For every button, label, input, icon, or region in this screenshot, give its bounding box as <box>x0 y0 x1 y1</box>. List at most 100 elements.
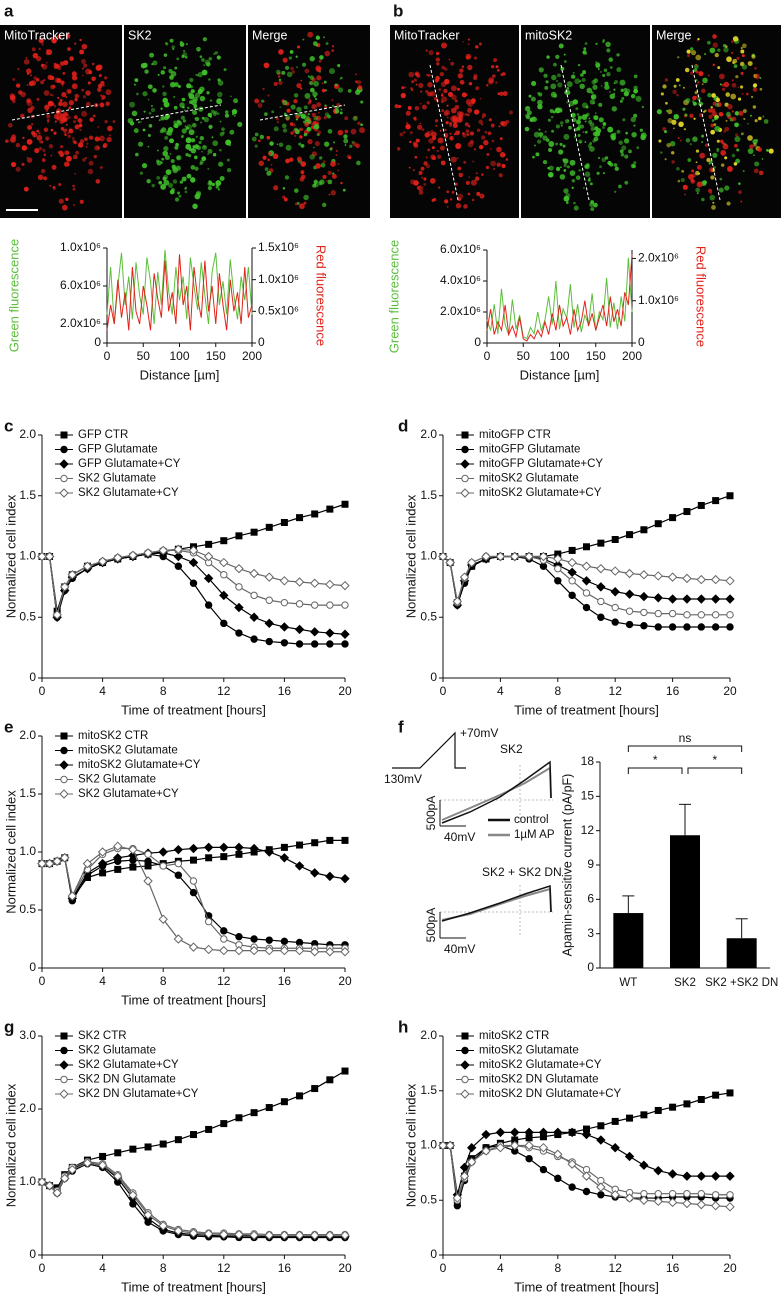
image-speckle <box>435 57 441 62</box>
image-speckle <box>46 138 48 141</box>
image-speckle <box>707 92 712 98</box>
image-speckle <box>437 154 442 159</box>
image-speckle <box>32 52 39 59</box>
image-speckle <box>555 124 560 129</box>
image-speckle <box>563 188 569 194</box>
image-speckle <box>160 116 165 121</box>
image-speckle <box>478 42 482 46</box>
image-speckle <box>397 147 401 151</box>
image-speckle <box>268 151 272 156</box>
image-speckle <box>161 157 165 161</box>
image-speckle <box>475 86 480 91</box>
y-tick-label: 0 <box>29 960 36 974</box>
marker <box>67 1164 78 1175</box>
image-speckle <box>734 136 741 143</box>
y-tick-label: 4.0x10⁶ <box>440 273 481 287</box>
image-speckle <box>431 146 435 150</box>
image-speckle <box>150 104 153 108</box>
image-speckle <box>266 135 271 140</box>
image-speckle <box>563 158 569 164</box>
image-speckle <box>734 111 740 116</box>
image-speckle <box>413 180 419 186</box>
panel-letter: h <box>398 1017 408 1036</box>
image-speckle <box>721 83 725 87</box>
image-speckle <box>684 113 688 117</box>
image-speckle <box>415 138 420 143</box>
image-speckle <box>286 108 291 113</box>
marker <box>510 1140 520 1151</box>
marker <box>220 853 228 861</box>
image-speckle <box>327 114 331 119</box>
marker <box>538 1142 549 1153</box>
marker <box>668 609 677 618</box>
y-tick-label: 0.5 <box>420 609 437 623</box>
image-speckle <box>500 73 504 77</box>
image-speckle <box>313 115 319 121</box>
legend-label: SK2 Glutamate <box>78 1045 156 1057</box>
y-tick-label: 6.0x10⁶ <box>440 242 481 256</box>
image-speckle <box>490 123 495 128</box>
image-speckle <box>203 116 209 123</box>
image-speckle <box>394 104 399 109</box>
marker <box>452 1193 463 1203</box>
y-tick-label: 2.0 <box>19 728 36 742</box>
image-speckle <box>339 111 343 115</box>
image-speckle <box>74 93 80 99</box>
image-speckle <box>733 143 738 148</box>
image-speckle <box>74 98 78 102</box>
marker <box>220 927 228 935</box>
marker <box>326 1076 334 1084</box>
image-speckle <box>74 124 80 130</box>
image-speckle <box>63 161 70 167</box>
image-speckle <box>544 85 549 90</box>
image-speckle <box>65 197 69 201</box>
image-speckle <box>658 139 662 143</box>
image-speckle <box>766 149 769 152</box>
image-speckle <box>99 166 103 169</box>
image-speckle <box>327 179 333 185</box>
image-speckle <box>278 80 283 86</box>
image-speckle <box>733 64 738 69</box>
image-speckle <box>457 73 463 79</box>
image-speckle <box>173 105 178 110</box>
x-tick-label: 0 <box>104 349 111 363</box>
image-speckle <box>710 129 715 135</box>
image-speckle <box>441 65 445 70</box>
series-line <box>486 257 633 340</box>
image-speckle <box>307 112 310 116</box>
image-speckle <box>525 114 531 120</box>
image-speckle <box>701 83 704 86</box>
image-speckle <box>712 63 715 67</box>
image-speckle <box>614 166 619 171</box>
marker <box>99 869 107 877</box>
marker <box>639 1160 649 1170</box>
legend-label: GFP CTR <box>78 429 128 441</box>
image-speckle <box>407 105 412 110</box>
image-speckle <box>619 149 624 154</box>
image-speckle <box>689 113 694 118</box>
image-speckle <box>467 192 471 196</box>
image-speckle <box>526 110 532 116</box>
image-speckle <box>194 166 199 171</box>
marker <box>683 1100 691 1108</box>
image-speckle <box>169 39 173 43</box>
marker <box>624 568 635 579</box>
image-speckle <box>754 161 760 167</box>
image-speckle <box>65 150 70 155</box>
image-speckle <box>566 165 570 169</box>
image-speckle <box>344 129 349 134</box>
y-tick-label: 1.5 <box>19 786 36 800</box>
legend-label: mitoSK2 CTR <box>479 1030 549 1042</box>
image-speckle <box>671 160 675 164</box>
image-speckle <box>251 136 257 142</box>
image-speckle <box>622 118 626 122</box>
y2-tick-label: 2.0x10⁶ <box>638 251 679 265</box>
image-speckle <box>408 71 415 78</box>
image-speckle <box>496 68 500 72</box>
y2-tick-label: 0 <box>258 335 265 349</box>
marker <box>725 576 735 586</box>
image-speckle <box>490 160 497 167</box>
marker <box>189 579 198 587</box>
image-speckle <box>750 95 754 99</box>
